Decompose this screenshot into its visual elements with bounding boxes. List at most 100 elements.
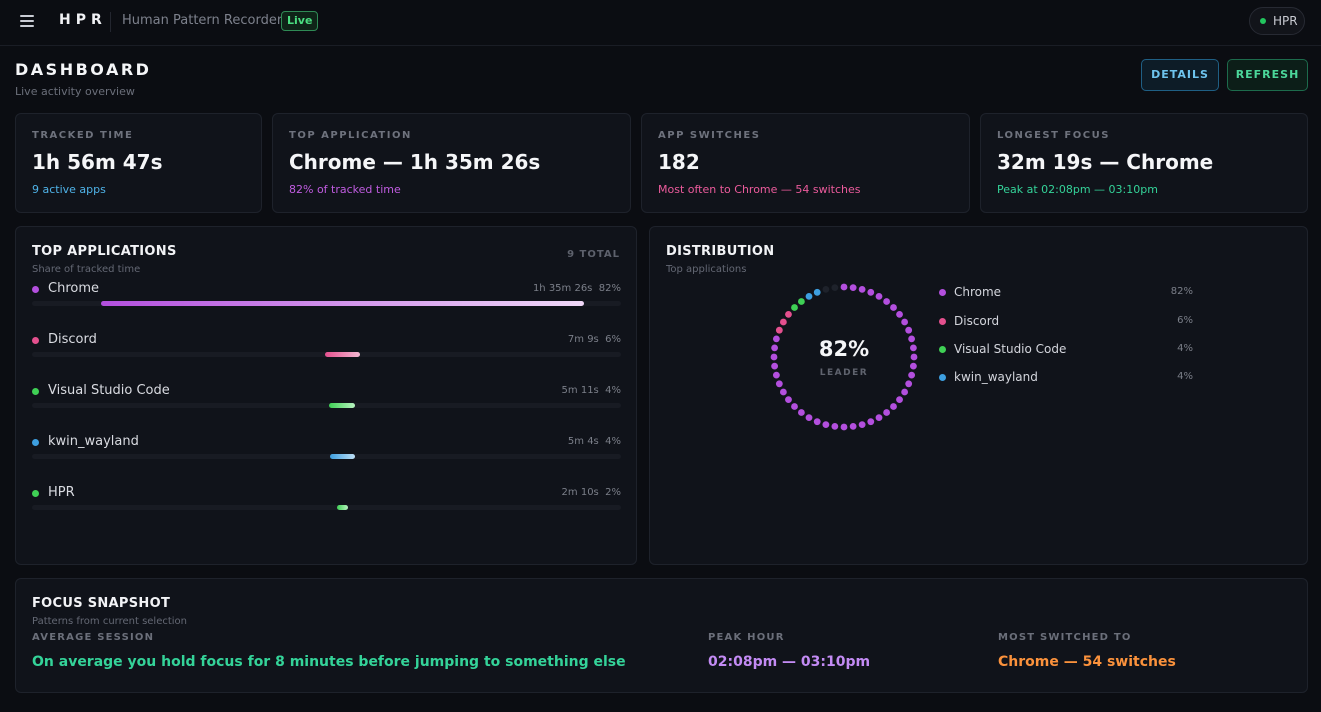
donut-dot bbox=[875, 414, 883, 422]
legend-name: Visual Studio Code bbox=[954, 342, 1067, 356]
donut-dot bbox=[905, 326, 913, 334]
legend-item: Discord 6% bbox=[939, 313, 1193, 331]
user-chip-label: HPR bbox=[1273, 14, 1298, 28]
legend-item: Chrome 82% bbox=[939, 284, 1193, 302]
donut-dot bbox=[779, 318, 787, 326]
donut-dot bbox=[908, 371, 916, 379]
status-dot-icon bbox=[1260, 18, 1266, 24]
legend-pct: 6% bbox=[1177, 315, 1193, 326]
donut-dot bbox=[770, 353, 778, 361]
panel-title: DISTRIBUTION bbox=[666, 244, 775, 259]
donut-dot bbox=[875, 292, 883, 300]
app-share-bar bbox=[325, 352, 360, 357]
stat-card-longest-focus: LONGEST FOCUS 32m 19s — Chrome Peak at 0… bbox=[980, 113, 1308, 213]
donut-dot bbox=[896, 310, 903, 318]
refresh-button[interactable]: REFRESH bbox=[1227, 59, 1308, 91]
donut-dot bbox=[858, 285, 866, 293]
stat-sub: 82% of tracked time bbox=[289, 183, 401, 196]
donut-dot bbox=[772, 371, 780, 379]
legend-pct: 4% bbox=[1177, 371, 1193, 382]
donut-center-label: LEADER bbox=[819, 368, 869, 378]
donut-dot bbox=[883, 409, 891, 416]
app-meta: 2m 10s 2% bbox=[561, 487, 621, 498]
stat-label: TOP APPLICATION bbox=[289, 130, 412, 141]
panel-subtitle: Share of tracked time bbox=[32, 264, 141, 275]
top-applications-panel: TOP APPLICATIONS Share of tracked time 9… bbox=[15, 226, 637, 565]
distribution-panel: DISTRIBUTION Top applications 82% LEADER… bbox=[649, 226, 1308, 565]
donut-dot bbox=[910, 344, 917, 352]
app-row[interactable]: Visual Studio Code 5m 11s 4% bbox=[32, 383, 621, 413]
app-share-track bbox=[32, 352, 621, 357]
app-share-track bbox=[32, 403, 621, 408]
donut-dot bbox=[867, 288, 875, 296]
page-subtitle: Live activity overview bbox=[15, 85, 135, 98]
average-session-label: AVERAGE SESSION bbox=[32, 632, 155, 643]
donut-dot bbox=[822, 285, 830, 293]
user-chip[interactable]: HPR bbox=[1249, 7, 1305, 35]
donut-dot bbox=[771, 344, 778, 352]
donut-dot bbox=[849, 423, 857, 430]
total-badge: 9 TOTAL bbox=[567, 249, 620, 260]
panel-subtitle: Patterns from current selection bbox=[32, 616, 188, 627]
peak-hour-label: PEAK HOUR bbox=[708, 632, 785, 643]
app-meta: 7m 9s 6% bbox=[567, 334, 621, 345]
donut-dot bbox=[858, 421, 866, 429]
app-color-dot bbox=[32, 337, 39, 344]
app-row[interactable]: Chrome 1h 35m 26s 82% bbox=[32, 281, 621, 311]
donut-center-value: 82% bbox=[818, 337, 870, 361]
stat-card-app-switches: APP SWITCHES 182 Most often to Chrome — … bbox=[641, 113, 970, 213]
legend-color-dot bbox=[939, 289, 946, 296]
app-share-bar bbox=[329, 403, 355, 408]
legend-item: Visual Studio Code 4% bbox=[939, 341, 1193, 359]
app-meta: 5m 11s 4% bbox=[561, 385, 621, 396]
legend-color-dot bbox=[939, 374, 946, 381]
top-bar: HPR Human Pattern Recorder Live HPR bbox=[0, 0, 1321, 46]
app-meta: 5m 4s 4% bbox=[567, 436, 621, 447]
app-row[interactable]: kwin_wayland 5m 4s 4% bbox=[32, 434, 621, 464]
stat-sub: Most often to Chrome — 54 switches bbox=[658, 183, 861, 196]
donut-dot bbox=[910, 362, 917, 370]
donut-dot bbox=[849, 284, 857, 291]
donut-dot bbox=[771, 362, 778, 370]
panel-title: FOCUS SNAPSHOT bbox=[32, 596, 171, 611]
donut-dot bbox=[805, 414, 813, 422]
donut-dot bbox=[813, 418, 821, 426]
stat-value: 182 bbox=[658, 150, 700, 174]
header-divider bbox=[110, 12, 111, 32]
legend-color-dot bbox=[939, 346, 946, 353]
distribution-donut: 82% LEADER bbox=[766, 279, 922, 435]
app-row[interactable]: HPR 2m 10s 2% bbox=[32, 485, 621, 515]
legend-name: Chrome bbox=[954, 285, 1002, 299]
donut-ring bbox=[770, 283, 918, 431]
app-row[interactable]: Discord 7m 9s 6% bbox=[32, 332, 621, 362]
app-name-label: HPR bbox=[48, 485, 75, 500]
donut-dot bbox=[822, 421, 830, 429]
donut-dot bbox=[785, 310, 792, 318]
donut-dot bbox=[831, 284, 839, 291]
details-button[interactable]: DETAILS bbox=[1141, 59, 1219, 91]
donut-dot bbox=[901, 318, 909, 326]
brand-logo: HPR bbox=[59, 12, 107, 28]
stat-card-tracked-time: TRACKED TIME 1h 56m 47s 9 active apps bbox=[15, 113, 262, 213]
stat-label: LONGEST FOCUS bbox=[997, 130, 1110, 141]
donut-dot bbox=[785, 396, 792, 404]
most-switched-label: MOST SWITCHED TO bbox=[998, 632, 1132, 643]
legend-name: Discord bbox=[954, 314, 1000, 328]
donut-dot bbox=[883, 298, 891, 305]
menu-icon[interactable] bbox=[20, 13, 36, 29]
donut-dot bbox=[840, 423, 848, 431]
stat-sub: Peak at 02:08pm — 03:10pm bbox=[997, 183, 1158, 196]
legend-color-dot bbox=[939, 318, 946, 325]
focus-snapshot-panel: FOCUS SNAPSHOT Patterns from current sel… bbox=[15, 578, 1308, 693]
donut-dot bbox=[896, 396, 903, 404]
donut-dot bbox=[867, 418, 875, 426]
app-share-track bbox=[32, 454, 621, 459]
page-title: DASHBOARD bbox=[15, 60, 152, 79]
app-name: Human Pattern Recorder bbox=[122, 13, 283, 28]
peak-hour-value: 02:08pm — 03:10pm bbox=[708, 654, 871, 670]
app-share-bar bbox=[330, 454, 355, 459]
legend-item: kwin_wayland 4% bbox=[939, 369, 1193, 387]
stat-card-top-application: TOP APPLICATION Chrome — 1h 35m 26s 82% … bbox=[272, 113, 631, 213]
app-color-dot bbox=[32, 286, 39, 293]
donut-dot bbox=[890, 304, 897, 311]
